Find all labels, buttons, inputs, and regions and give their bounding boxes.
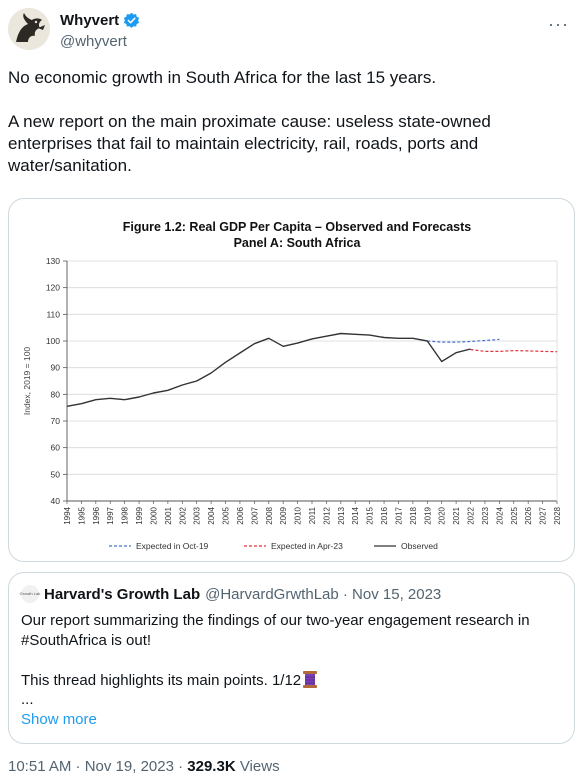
- x-tick-label: 2023: [481, 506, 490, 524]
- x-tick-label: 2017: [394, 506, 403, 524]
- y-tick-label: 120: [46, 283, 60, 293]
- x-tick-label: 2022: [467, 506, 476, 524]
- x-tick-label: 2015: [366, 506, 375, 524]
- y-tick-label: 70: [51, 416, 61, 426]
- chart-title: Figure 1.2: Real GDP Per Capita – Observ…: [123, 220, 472, 234]
- x-tick-label: 1995: [77, 506, 86, 524]
- x-tick-label: 2028: [553, 506, 562, 524]
- timestamp-row: 10:51 AM · Nov 19, 2023 · 329.3K Views: [8, 758, 280, 775]
- quote-avatar[interactable]: Growth Lab: [20, 585, 40, 603]
- x-tick-label: 2018: [409, 506, 418, 524]
- chart-axes: [63, 260, 558, 504]
- x-tick-label: 1999: [135, 506, 144, 524]
- x-tick-label: 2013: [337, 506, 346, 524]
- y-tick-label: 110: [46, 309, 60, 319]
- chart-grid: [67, 260, 557, 502]
- more-options-icon[interactable]: ···: [548, 14, 569, 34]
- x-tick-label: 2001: [164, 506, 173, 524]
- x-tick-label: 2003: [193, 506, 202, 524]
- x-tick-label: 2016: [380, 506, 389, 524]
- chart-legend: Expected in Oct-19 Expected in Apr-23 Obse…: [109, 541, 438, 551]
- quote-header: Growth Lab Harvard's Growth Lab @Harvard…: [20, 585, 442, 603]
- author-name[interactable]: Whyvert: [60, 12, 120, 29]
- quote-author-name[interactable]: Harvard's Growth Lab: [44, 585, 201, 603]
- x-tick-label: 1996: [92, 506, 101, 524]
- x-tick-label: 2021: [452, 506, 461, 524]
- x-tick-label: 2020: [438, 506, 447, 524]
- x-tick-label: 2009: [279, 506, 288, 524]
- y-tick-label: 50: [51, 469, 61, 479]
- series-line-expected-in-apr-23: [470, 348, 558, 353]
- legend-label: Observed: [401, 541, 438, 551]
- x-tick-label: 2014: [351, 506, 360, 524]
- y-tick-label: 40: [51, 496, 61, 506]
- x-tick-label: 2019: [423, 506, 432, 524]
- y-tick-label: 60: [51, 443, 61, 453]
- y-tick-label: 130: [46, 256, 60, 266]
- quote-thread-text: This thread highlights its main points. …: [21, 672, 302, 689]
- chart-image-card[interactable]: Figure 1.2: Real GDP Per Capita – Observ…: [8, 198, 575, 562]
- tweet-paragraph-2: A new report on the main proximate cause…: [8, 112, 491, 175]
- show-more-link[interactable]: Show more: [21, 711, 97, 728]
- x-tick-label: 2012: [322, 506, 331, 524]
- quote-ellipsis: ...: [21, 691, 34, 708]
- x-tick-label: 2006: [236, 506, 245, 524]
- chart-y-axis-label: Index, 2019 = 100: [22, 347, 32, 416]
- views-label: Views: [235, 758, 280, 775]
- x-tick-label: 1994: [63, 506, 72, 524]
- x-tick-label: 2024: [495, 506, 504, 524]
- author-handle[interactable]: @whyvert: [60, 33, 127, 50]
- x-tick-label: 2026: [524, 506, 533, 524]
- series-line-observed: [66, 332, 471, 407]
- gdp-chart: Figure 1.2: Real GDP Per Capita – Observ…: [22, 220, 562, 551]
- x-tick-labels: 1994 1995 1996 1997 1998 1999 2000 2001 2002 2003…: [63, 506, 562, 524]
- chart-subtitle: Panel A: South Africa: [234, 236, 362, 250]
- x-tick-label: 2008: [265, 506, 274, 524]
- x-tick-label: 1997: [106, 506, 115, 524]
- legend-label: Expected in Apr-23: [271, 541, 343, 551]
- x-tick-label: 2005: [222, 506, 231, 524]
- tweet-timestamp[interactable]: 10:51 AM · Nov 19, 2023 ·: [8, 758, 188, 775]
- chart-series: [66, 332, 558, 407]
- quote-meta: @HarvardGrwthLab · Nov 15, 2023: [205, 585, 442, 603]
- author-avatar[interactable]: [8, 8, 50, 50]
- tweet-header: Whyvert @whyvert ···: [8, 8, 573, 56]
- x-tick-label: 2007: [250, 506, 259, 524]
- tweet-paragraph-1: No economic growth in South Africa for t…: [8, 68, 437, 87]
- x-tick-label: 2010: [294, 506, 303, 524]
- quote-body: Our report summarizing the findings of o…: [21, 611, 566, 709]
- gargoyle-icon: [8, 8, 50, 50]
- x-tick-label: 2004: [207, 506, 216, 524]
- quote-paragraph-1: Our report summarizing the findings of o…: [21, 612, 530, 649]
- author-name-row: Whyvert: [60, 12, 140, 29]
- x-tick-label: 2000: [149, 506, 158, 524]
- x-tick-label: 2002: [178, 506, 187, 524]
- thread-spool-icon: [303, 671, 318, 688]
- y-tick-label: 80: [51, 389, 61, 399]
- views-count: 329.3K: [187, 758, 236, 775]
- x-tick-label: 1998: [121, 506, 130, 524]
- verified-badge-icon: [124, 12, 140, 28]
- tweet-text: No economic growth in South Africa for t…: [8, 67, 568, 199]
- quoted-tweet[interactable]: Growth Lab Harvard's Growth Lab @Harvard…: [8, 572, 575, 744]
- x-tick-label: 2011: [308, 506, 317, 524]
- series-line-expected-in-oct-19: [427, 338, 500, 343]
- legend-label: Expected in Oct-19: [136, 541, 209, 551]
- x-tick-label: 2027: [539, 506, 548, 524]
- y-tick-label: 90: [51, 363, 61, 373]
- x-tick-label: 2025: [510, 506, 519, 524]
- y-tick-labels: 40 50 60 70 80 90 100 110 120 130: [46, 256, 60, 506]
- quote-paragraph-2: This thread highlights its main points. …: [21, 671, 566, 691]
- y-tick-label: 100: [46, 336, 60, 346]
